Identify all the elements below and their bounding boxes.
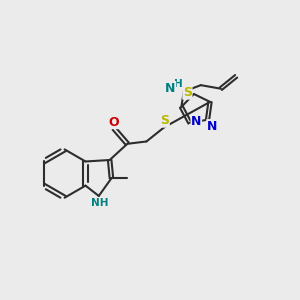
Text: N: N — [191, 115, 202, 128]
Text: NH: NH — [91, 198, 108, 208]
Text: N: N — [207, 120, 217, 133]
Text: H: H — [174, 79, 183, 89]
Text: O: O — [108, 116, 119, 128]
Text: S: S — [183, 86, 192, 99]
Text: N: N — [165, 82, 176, 94]
Text: S: S — [160, 114, 169, 127]
